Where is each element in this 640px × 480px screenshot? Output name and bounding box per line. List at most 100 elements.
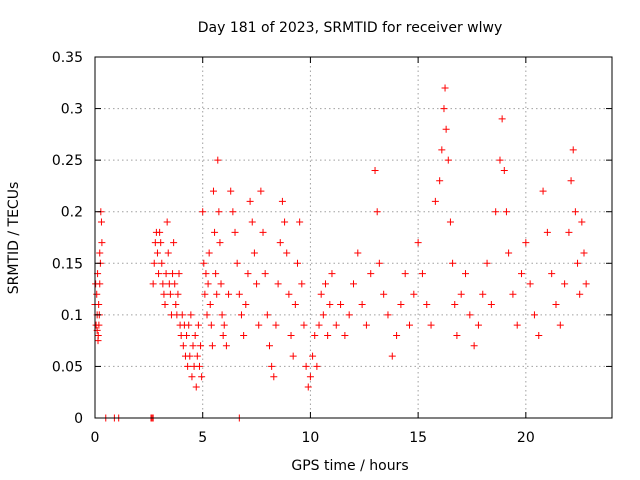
- data-point: [220, 321, 228, 329]
- data-point: [548, 270, 556, 278]
- data-point: [302, 362, 310, 370]
- y-tick-label: 0.3: [61, 102, 83, 118]
- data-point: [95, 321, 103, 329]
- data-point: [206, 301, 214, 309]
- data-point: [371, 166, 379, 174]
- data-point: [175, 270, 183, 278]
- data-point: [291, 301, 299, 309]
- data-point: [561, 280, 569, 288]
- y-tick-label: 0.1: [61, 308, 83, 324]
- data-point: [384, 311, 392, 319]
- y-tick-label: 0.05: [52, 359, 83, 375]
- data-point: [466, 311, 474, 319]
- data-point: [311, 331, 319, 339]
- axis-ticks: 0 5 10 15 20 0 0.05 0.1 0.15 0.2 0.25 0.3 0.35: [52, 50, 612, 446]
- data-point: [306, 373, 314, 381]
- data-point: [233, 259, 241, 267]
- data-point: [576, 290, 584, 298]
- data-point: [328, 270, 336, 278]
- data-point: [93, 290, 101, 298]
- data-points: [91, 84, 590, 422]
- data-point: [161, 301, 169, 309]
- data-point: [296, 218, 304, 226]
- data-point: [410, 290, 418, 298]
- data-point: [207, 321, 215, 329]
- data-point: [187, 311, 195, 319]
- data-point: [250, 249, 258, 257]
- data-point: [345, 311, 353, 319]
- data-point: [170, 239, 178, 247]
- data-point: [235, 290, 243, 298]
- y-tick-label: 0.2: [61, 205, 83, 221]
- data-point: [178, 311, 186, 319]
- data-point: [498, 115, 506, 123]
- data-point: [272, 321, 280, 329]
- data-point: [155, 270, 163, 278]
- data-point: [283, 249, 291, 257]
- data-point: [192, 383, 200, 391]
- data-point: [261, 270, 269, 278]
- data-point: [496, 156, 504, 164]
- data-point: [470, 342, 478, 350]
- y-axis-label: SRMTID / TECUs: [6, 182, 22, 295]
- data-point: [451, 301, 459, 309]
- data-point: [98, 239, 106, 247]
- data-point: [441, 84, 449, 92]
- data-point: [362, 321, 370, 329]
- data-point: [341, 331, 349, 339]
- data-point: [502, 208, 510, 216]
- data-point: [414, 239, 422, 247]
- data-point: [289, 352, 297, 360]
- data-point: [444, 156, 452, 164]
- data-point: [373, 208, 381, 216]
- data-point: [278, 197, 286, 205]
- data-point: [518, 270, 526, 278]
- data-point: [205, 249, 213, 257]
- data-point: [479, 290, 487, 298]
- data-point: [200, 259, 208, 267]
- data-point: [188, 373, 196, 381]
- data-point: [162, 270, 170, 278]
- data-point: [244, 270, 252, 278]
- data-point: [304, 383, 312, 391]
- y-tick-label: 0.15: [52, 256, 83, 272]
- x-tick-label: 20: [517, 430, 535, 446]
- data-point: [240, 331, 248, 339]
- data-point: [257, 187, 265, 195]
- data-point: [442, 125, 450, 133]
- data-point: [215, 208, 223, 216]
- data-point: [171, 280, 179, 288]
- x-tick-label: 0: [91, 430, 100, 446]
- plot-frame: [94, 56, 613, 419]
- data-point: [438, 146, 446, 154]
- data-point: [169, 270, 177, 278]
- data-point: [449, 259, 457, 267]
- x-tick-label: 15: [409, 430, 427, 446]
- data-point: [193, 352, 201, 360]
- data-point: [259, 228, 267, 236]
- data-point: [556, 321, 564, 329]
- data-point: [199, 208, 207, 216]
- data-point: [248, 218, 256, 226]
- data-point: [265, 342, 273, 350]
- data-point: [157, 239, 165, 247]
- x-tick-label: 10: [302, 430, 320, 446]
- data-point: [406, 321, 414, 329]
- data-point: [183, 331, 191, 339]
- data-point: [229, 208, 237, 216]
- data-point: [160, 290, 168, 298]
- data-point: [276, 239, 284, 247]
- data-point: [179, 342, 187, 350]
- data-point: [204, 280, 212, 288]
- data-point: [185, 321, 193, 329]
- data-point: [202, 270, 210, 278]
- data-point: [285, 290, 293, 298]
- data-point: [150, 259, 158, 267]
- data-point: [313, 362, 321, 370]
- data-point: [397, 301, 405, 309]
- data-point: [242, 301, 250, 309]
- data-point: [198, 373, 206, 381]
- data-point: [539, 187, 547, 195]
- data-point: [300, 321, 308, 329]
